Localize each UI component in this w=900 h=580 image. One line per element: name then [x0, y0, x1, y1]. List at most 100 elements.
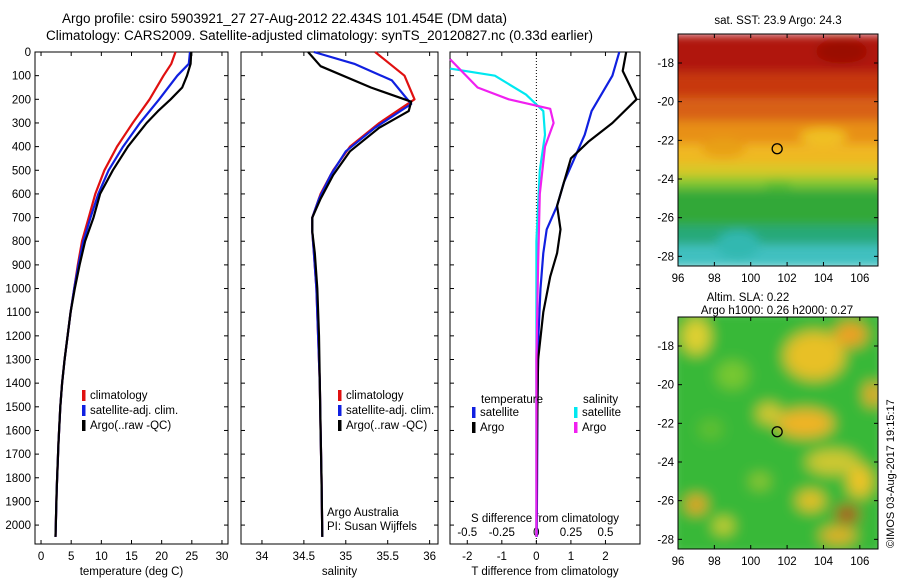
- legend-swatch: [472, 407, 476, 418]
- map-field: [678, 34, 878, 266]
- x-axis-label: temperature (deg C): [80, 566, 184, 578]
- map-y-tick-label: -28: [657, 534, 674, 546]
- x-tick-label: -2: [462, 551, 472, 563]
- y-tick-label: 1700: [5, 449, 31, 461]
- map-y-tick-label: -18: [657, 341, 674, 353]
- map-y-tick-label: -26: [657, 496, 674, 508]
- legend-label: climatology: [346, 390, 404, 402]
- y-tick-label: 400: [12, 142, 31, 154]
- y-tick-label: 900: [12, 260, 31, 272]
- legend-swatch: [338, 405, 342, 416]
- x-tick-label: 10: [95, 551, 108, 563]
- x-tick-label: 5: [68, 551, 74, 563]
- legend-label: satellite-adj. clim.: [90, 405, 178, 417]
- legend-group-title: temperature: [481, 394, 543, 406]
- sst-band: [678, 225, 878, 245]
- map-y-tick-label: -22: [657, 135, 674, 147]
- map-title-line1: Altim. SLA: 0.22: [707, 292, 789, 304]
- map-x-tick-label: 98: [708, 273, 721, 285]
- x-tick-label: 2: [602, 551, 608, 563]
- sst-band: [678, 121, 878, 145]
- sla-blob: [713, 517, 734, 534]
- sst-band: [678, 97, 878, 121]
- sla-blob: [777, 409, 834, 438]
- y-tick-label: 500: [12, 165, 31, 177]
- figure-title-line2: Climatology: CARS2009. Satellite-adjuste…: [46, 28, 594, 43]
- legend-label: climatology: [90, 390, 148, 402]
- sla-blob: [835, 505, 860, 524]
- y-tick-label: 1500: [5, 402, 31, 414]
- map-x-tick-label: 100: [741, 273, 760, 285]
- annotation-text: Argo Australia: [327, 507, 399, 519]
- x-tick-label: -1: [497, 551, 507, 563]
- y-tick-label: 1200: [5, 331, 31, 343]
- x-tick-label: 20: [155, 551, 168, 563]
- sla-blob: [847, 465, 872, 498]
- sla-blob: [784, 331, 845, 380]
- sla-blob: [698, 419, 723, 440]
- map-x-tick-label: 96: [672, 273, 685, 285]
- y-tick-label: 1600: [5, 425, 31, 437]
- y-tick-label: 700: [12, 213, 31, 225]
- sla-blob: [864, 382, 878, 407]
- x-tick-label: 35: [339, 551, 352, 563]
- y-tick-label: 1900: [5, 496, 31, 508]
- y-tick-label: 0: [25, 47, 31, 59]
- x-axis-label: salinity: [322, 566, 357, 578]
- sst-band: [678, 72, 878, 98]
- legend-label: satellite-adj. clim.: [346, 405, 434, 417]
- legend-swatch: [472, 422, 476, 433]
- legend-label: satellite: [480, 407, 519, 419]
- top-x-tick-label: 0.5: [597, 527, 613, 539]
- annotation-text: PI: Susan Wijffels: [327, 521, 417, 533]
- map-y-tick-label: -20: [657, 97, 674, 109]
- footer-stamp: ©IMOS 03-Aug-2017 19:15:17: [885, 399, 897, 548]
- sla-blob: [749, 473, 770, 490]
- top-x-axis-label: S difference from climatology: [471, 513, 619, 525]
- legend-label: Argo: [582, 422, 606, 434]
- legend-label: satellite: [582, 407, 621, 419]
- y-tick-label: 600: [12, 189, 31, 201]
- series-line-satellite: [449, 67, 547, 537]
- top-x-tick-label: -0.25: [489, 527, 515, 539]
- map-x-tick-label: 102: [777, 556, 796, 568]
- map-x-tick-label: 106: [850, 273, 869, 285]
- legend-label: Argo(..raw -QC): [346, 420, 427, 432]
- series-line-argo: [535, 51, 638, 537]
- map-x-tick-label: 102: [777, 273, 796, 285]
- map-x-tick-label: 104: [814, 556, 834, 568]
- plot-panel-salinity: 34 34.5 35 35.5 36 salinity climatology satelli…: [240, 50, 439, 578]
- map-y-tick-label: -24: [657, 174, 674, 186]
- series-line-satellite-adj-clim-: [54, 51, 192, 537]
- map-x-tick-label: 96: [672, 556, 685, 568]
- map-title: sat. SST: 23.9 Argo: 24.3: [714, 15, 841, 27]
- x-tick-label: 0: [38, 551, 44, 563]
- sst-blob: [815, 39, 868, 64]
- series-line-argo-raw-qc-: [54, 51, 193, 537]
- map-x-tick-label: 106: [850, 556, 869, 568]
- series-line-argo-raw-qc-: [307, 51, 413, 537]
- map-image: [678, 317, 878, 549]
- x-axis-label: T difference from climatology: [471, 566, 618, 578]
- y-tick-label: 200: [12, 94, 31, 106]
- legend-swatch: [82, 390, 86, 401]
- map-x-tick-label: 100: [741, 556, 760, 568]
- y-tick-label: 100: [12, 71, 31, 83]
- argo-float-marker: [771, 143, 783, 155]
- legend-swatch: [338, 390, 342, 401]
- sla-blob: [834, 322, 867, 347]
- sst-blob: [701, 138, 746, 159]
- top-x-tick-label: 0.25: [560, 527, 582, 539]
- series-line-argo: [449, 58, 555, 537]
- sst-map: 96 98 100 102 104 106 -18 -20 -22 -24 -26 -28 sat. S…: [657, 15, 879, 285]
- y-tick-label: 2000: [5, 520, 31, 532]
- legend-swatch: [338, 420, 342, 431]
- legend-swatch: [574, 422, 578, 433]
- sla-map: 96 98 100 102 104 106 -18 -20 -22 -24 -26 -28 Altim.…: [657, 292, 879, 568]
- top-x-tick-label: -0.5: [457, 527, 477, 539]
- map-frame: [677, 33, 879, 267]
- map-x-tick-label: 104: [814, 273, 834, 285]
- sst-band: [678, 188, 878, 226]
- sst-blob: [799, 128, 848, 145]
